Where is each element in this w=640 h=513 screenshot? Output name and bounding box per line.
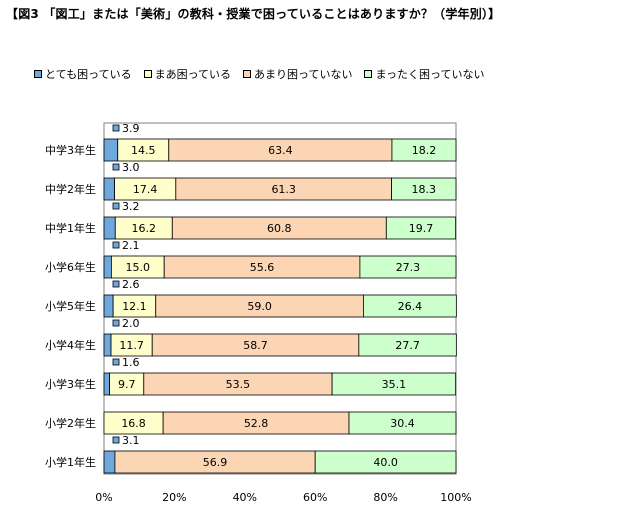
data-label: 53.5 (226, 378, 251, 391)
data-label: 26.4 (398, 300, 423, 313)
data-label: 2.1 (122, 239, 140, 252)
data-label: 52.8 (244, 417, 269, 430)
data-label: 9.7 (118, 378, 136, 391)
x-tick-label: 60% (303, 491, 327, 504)
category-label: 小学3年生 (45, 377, 96, 391)
data-label: 2.6 (122, 278, 140, 291)
data-label: 18.2 (412, 144, 437, 157)
category-label: 小学4年生 (45, 338, 96, 352)
bar-segment (103, 450, 116, 474)
data-label: 60.8 (267, 222, 292, 235)
data-label: 14.5 (131, 144, 156, 157)
bar-segment (103, 177, 115, 201)
legend-label: まったく困っていない (375, 68, 485, 81)
legend-item: まったく困っていない (364, 66, 485, 82)
bar-segment (385, 216, 457, 240)
data-label: 3.0 (122, 161, 140, 174)
category-label: 小学5年生 (45, 299, 96, 313)
data-label: 1.6 (122, 356, 140, 369)
data-label: 40.0 (373, 456, 398, 469)
category-label: 小学1年生 (45, 455, 96, 469)
data-label-marker (112, 202, 120, 210)
data-label: 27.7 (395, 339, 420, 352)
category-label: 中学1年生 (45, 221, 96, 235)
data-label: 63.4 (268, 144, 293, 157)
x-tick-label: 20% (162, 491, 186, 504)
bar-segment (358, 333, 457, 357)
x-tick-label: 100% (440, 491, 471, 504)
data-label-marker (112, 319, 120, 327)
data-label: 19.7 (409, 222, 434, 235)
bar-segment (331, 372, 457, 396)
data-label-marker (112, 124, 120, 132)
data-label: 17.4 (133, 183, 158, 196)
legend-swatch (34, 70, 42, 78)
data-label: 3.2 (122, 200, 140, 213)
data-label: 55.6 (250, 261, 275, 274)
data-label: 2.0 (122, 317, 140, 330)
data-label: 59.0 (247, 300, 272, 313)
x-tick-label: 80% (373, 491, 397, 504)
legend-item: まあ困っている (143, 66, 232, 82)
legend-label: まあ困っている (154, 68, 232, 81)
bar-segment (314, 450, 457, 474)
bar-segment (103, 333, 112, 357)
category-label: 中学2年生 (45, 182, 96, 196)
bar-segment (359, 255, 457, 279)
bar-segment (391, 138, 457, 162)
legend-swatch (364, 70, 373, 78)
data-label: 3.1 (122, 434, 140, 447)
category-label: 小学6年生 (45, 260, 96, 274)
data-label: 3.9 (122, 122, 140, 135)
data-label: 30.4 (390, 417, 415, 430)
data-label: 27.3 (396, 261, 421, 274)
data-label-marker (112, 241, 120, 249)
legend-label: あまり困っていない (254, 68, 353, 81)
bar-segment (103, 294, 114, 318)
legend-swatch (143, 70, 152, 78)
bar-segment (103, 216, 116, 240)
data-label: 16.8 (121, 417, 146, 430)
category-label: 小学2年生 (45, 416, 96, 430)
data-label-marker (112, 358, 120, 366)
data-label: 58.7 (243, 339, 268, 352)
x-tick-label: 0% (95, 491, 112, 504)
data-label: 18.3 (412, 183, 437, 196)
legend-item: とても困っている (34, 66, 132, 82)
legend-label: とても困っている (45, 68, 132, 81)
bar-segment (103, 138, 119, 162)
data-label: 12.1 (122, 300, 147, 313)
bar-segment (103, 372, 111, 396)
data-label-marker (112, 280, 120, 288)
data-label: 11.7 (119, 339, 144, 352)
bar-segment (363, 294, 457, 318)
bar-segment (348, 411, 457, 435)
data-label: 35.1 (382, 378, 407, 391)
data-label: 16.2 (132, 222, 157, 235)
x-tick-label: 40% (233, 491, 257, 504)
data-label-marker (112, 163, 120, 171)
bar-segment (103, 255, 112, 279)
chart-title: 【図3 「図工」または「美術」の教科・授業で困っていることはありますか？（学年別… (6, 7, 501, 21)
data-label-marker (112, 436, 120, 444)
bar-segment (391, 177, 457, 201)
legend-item: あまり困っていない (243, 66, 352, 82)
data-label: 15.0 (126, 261, 151, 274)
legend: とても困っている まあ困っている あまり困っていない まったく困っていない (34, 66, 497, 82)
legend-swatch (243, 70, 252, 78)
category-label: 中学3年生 (45, 143, 96, 157)
data-label: 56.9 (203, 456, 228, 469)
data-label: 61.3 (271, 183, 296, 196)
